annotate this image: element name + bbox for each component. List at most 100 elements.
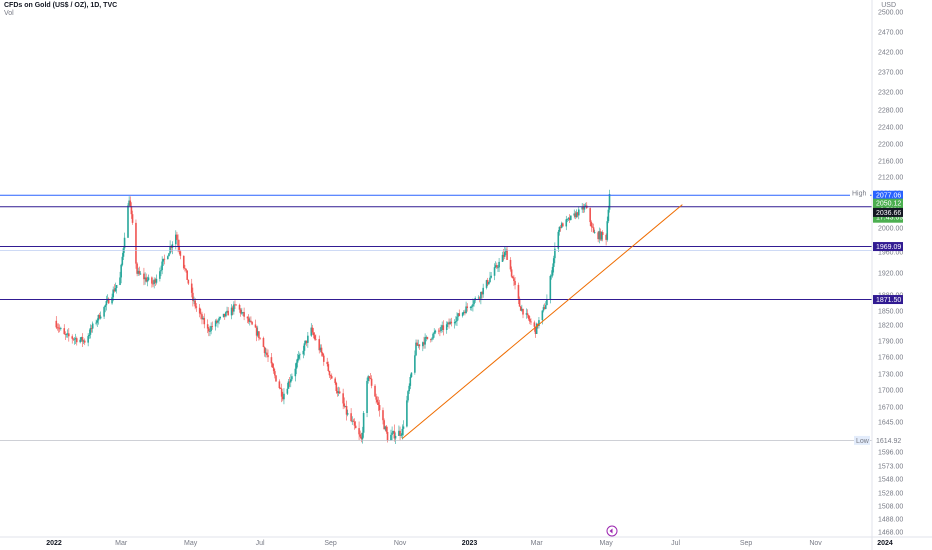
candle-body: [549, 275, 552, 300]
candle: [338, 387, 341, 395]
candle-body: [135, 222, 137, 264]
candle: [80, 336, 83, 342]
candle-body: [65, 333, 68, 335]
candle: [429, 338, 432, 343]
candle: [248, 316, 251, 326]
candle-body: [198, 307, 201, 314]
candle: [288, 377, 291, 387]
candle: [267, 349, 269, 362]
low-tag: 1614.92: [876, 438, 901, 445]
candle-body: [178, 245, 181, 252]
candle-body: [566, 218, 569, 220]
candle: [200, 308, 202, 320]
candle-body: [87, 336, 89, 343]
candle: [494, 261, 497, 269]
candle: [64, 331, 67, 341]
volume-label[interactable]: Vol: [4, 10, 14, 17]
candle-body: [398, 430, 400, 436]
candle-body: [83, 340, 86, 343]
candle-body: [170, 246, 173, 248]
candle-body: [568, 217, 571, 220]
candle: [350, 408, 352, 423]
candle-body: [386, 431, 389, 441]
candle-body: [127, 205, 129, 238]
candle: [336, 387, 339, 397]
candle: [577, 206, 580, 220]
candle-body: [203, 317, 206, 325]
candle-body: [501, 254, 504, 262]
candle: [319, 344, 322, 353]
candle-body: [74, 338, 77, 340]
candle: [264, 347, 267, 358]
candle: [123, 232, 126, 253]
candle-body: [359, 434, 362, 437]
candle: [259, 337, 261, 340]
candle-body: [311, 327, 314, 333]
candle: [517, 282, 520, 305]
candle: [558, 226, 561, 236]
candle-body: [600, 232, 603, 240]
candle-body: [457, 313, 459, 317]
candle-body: [550, 275, 553, 277]
candle: [271, 362, 274, 368]
candle: [67, 328, 70, 342]
candle-body: [410, 372, 413, 378]
candle-body: [423, 342, 425, 345]
candle-body: [71, 336, 74, 339]
candle-body: [335, 382, 338, 391]
candle-body: [160, 270, 162, 272]
candle: [414, 350, 416, 375]
candle: [137, 267, 140, 276]
candle: [482, 283, 484, 298]
x-tick-label: May: [599, 540, 613, 547]
candle: [103, 306, 105, 319]
candle: [303, 340, 306, 356]
candle: [526, 309, 529, 318]
candle-body: [369, 377, 372, 379]
candle-body: [114, 288, 117, 292]
candle-body: [200, 313, 202, 315]
candle: [424, 333, 426, 349]
candle: [592, 223, 595, 233]
candle: [456, 312, 458, 327]
candle-body: [275, 375, 277, 382]
candle-body: [406, 400, 408, 427]
candle-body: [295, 362, 298, 369]
candle: [351, 416, 354, 425]
symbol-title[interactable]: CFDs on Gold (US$ / OZ), 1D, TVC: [4, 2, 118, 9]
candle-body: [503, 252, 506, 257]
candle: [599, 228, 602, 241]
candle: [136, 262, 138, 277]
candle-body: [239, 309, 242, 314]
candle-body: [64, 334, 67, 335]
candle: [243, 307, 245, 321]
candle-body: [370, 378, 373, 386]
candle: [270, 352, 273, 368]
replay-icon[interactable]: [606, 525, 618, 537]
candle-body: [318, 339, 321, 351]
candle-body: [353, 421, 356, 426]
candle-body: [441, 325, 443, 327]
trend-line[interactable]: [402, 204, 683, 439]
candle-body: [477, 297, 480, 299]
candle-body: [312, 332, 315, 336]
candle-body: [559, 226, 562, 228]
candle: [426, 336, 429, 340]
overlays: [0, 194, 872, 441]
candle: [552, 255, 555, 273]
candle: [88, 329, 91, 339]
candle-body: [289, 379, 292, 383]
candle: [239, 308, 242, 317]
candle: [122, 246, 125, 261]
candle-body: [408, 385, 410, 392]
candle-body: [511, 276, 514, 279]
y-tick-label: 2120.00: [878, 175, 903, 182]
candle-body: [89, 328, 92, 335]
candle-body: [138, 270, 141, 274]
candle-body: [562, 223, 564, 227]
candle-body: [383, 420, 385, 430]
candle-body: [98, 314, 101, 319]
candle: [278, 379, 281, 390]
candle-body: [58, 328, 61, 330]
